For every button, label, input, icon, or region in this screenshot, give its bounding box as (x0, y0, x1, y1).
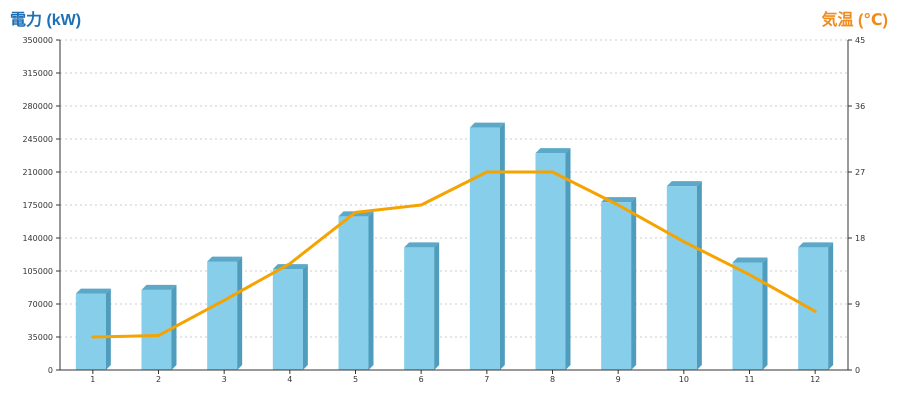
bar-side (237, 256, 243, 370)
left-tick-label: 35000 (28, 333, 53, 342)
right-tick-label: 36 (855, 102, 865, 111)
left-tick-label: 315000 (22, 69, 53, 78)
bar-side (762, 257, 768, 370)
bar-top (469, 122, 505, 128)
x-tick-labels: 1 2 3 4 5 6 7 8 9 10 11 12 (90, 370, 820, 384)
left-tick-label: 0 (48, 366, 53, 375)
right-axis-title: 気温 (℃) (821, 12, 888, 29)
left-tick-label: 350000 (22, 36, 53, 45)
bar-top (207, 256, 243, 262)
temperature-line (91, 170, 817, 339)
bar-front (272, 269, 303, 370)
line-series (91, 170, 817, 339)
bar-front (666, 186, 697, 370)
bar-side (631, 197, 637, 370)
bar-side (105, 288, 111, 370)
right-tick-label: 27 (855, 168, 865, 177)
x-tick-label: 11 (744, 375, 754, 384)
x-tick-label: 12 (810, 375, 820, 384)
left-tick-label: 70000 (28, 300, 53, 309)
bar-front (601, 202, 632, 370)
grid-lines (60, 39, 848, 338)
bar-side (696, 181, 702, 370)
bar-top (732, 257, 768, 263)
bar-side (828, 242, 834, 370)
bar (272, 264, 308, 370)
x-tick-label: 10 (679, 375, 689, 384)
left-tick-label: 245000 (22, 135, 53, 144)
left-tick-label: 140000 (22, 234, 53, 243)
bar-side (565, 148, 571, 370)
bar-top (404, 242, 440, 248)
x-tick-label: 5 (353, 375, 358, 384)
right-tick-label: 45 (855, 36, 865, 45)
x-tick-label: 2 (156, 375, 161, 384)
bar-front (535, 153, 566, 370)
bar-front (75, 293, 106, 370)
axes (59, 40, 849, 371)
bar-top (75, 288, 111, 294)
left-tick-labels: 0 35000 70000 105000 140000 175000 210000 24500… (22, 36, 60, 375)
x-tick-label: 4 (287, 375, 292, 384)
bar (535, 148, 571, 370)
right-tick-labels: 0 9 18 27 36 45 (848, 36, 865, 375)
right-tick-label: 9 (855, 300, 860, 309)
bar (207, 256, 243, 370)
bar-front (404, 247, 435, 370)
x-tick-label: 8 (550, 375, 555, 384)
bar-side (302, 264, 308, 370)
bar (404, 242, 440, 370)
bar (469, 122, 505, 370)
bar (75, 288, 111, 370)
bar-side (434, 242, 440, 370)
bar-top (141, 284, 177, 290)
bar-top (798, 242, 834, 248)
x-tick-label: 7 (484, 375, 489, 384)
bar-front (207, 261, 238, 370)
bar-side (499, 122, 505, 370)
bar (338, 211, 374, 370)
bar-top (666, 181, 702, 187)
x-tick-label: 1 (90, 375, 95, 384)
x-tick-label: 3 (222, 375, 227, 384)
bar-top (535, 148, 571, 154)
x-tick-label: 6 (419, 375, 424, 384)
left-tick-label: 210000 (22, 168, 53, 177)
bar-series (75, 122, 834, 370)
left-tick-label: 280000 (22, 102, 53, 111)
left-axis-title: 電力 (kW) (10, 12, 82, 29)
left-tick-label: 175000 (22, 201, 53, 210)
bar-front (469, 127, 500, 370)
left-tick-label: 105000 (22, 267, 53, 276)
x-tick-label: 9 (616, 375, 621, 384)
bar (601, 197, 637, 370)
bar-side (368, 211, 374, 370)
right-tick-label: 18 (855, 234, 865, 243)
bar-front (338, 216, 369, 370)
right-tick-label: 0 (855, 366, 860, 375)
bar (666, 181, 702, 370)
